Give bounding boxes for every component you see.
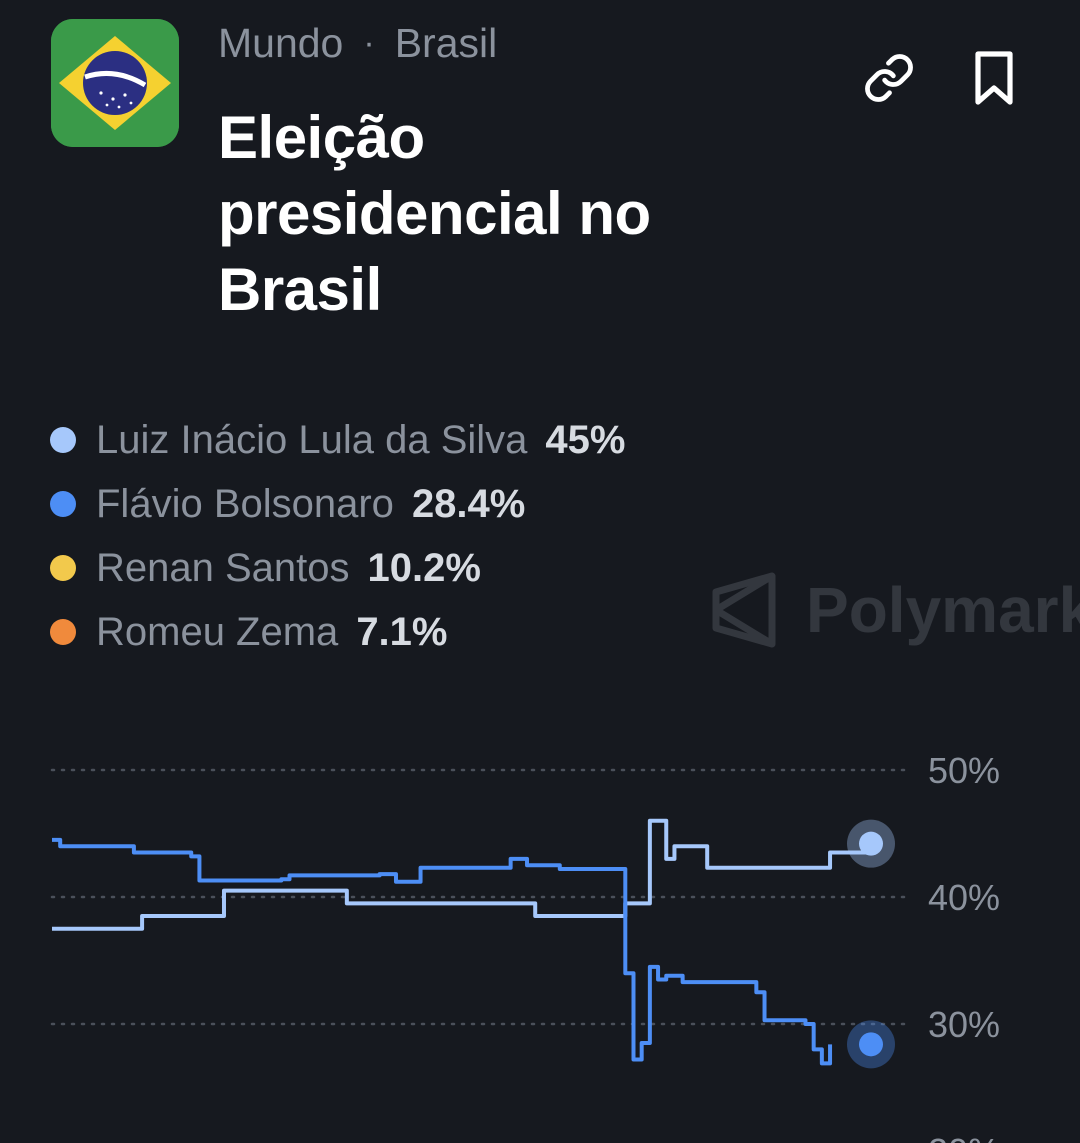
bookmark-icon xyxy=(975,51,1013,105)
legend-item-bolsonaro: Flávio Bolsonaro 28.4% xyxy=(50,472,625,536)
link-icon xyxy=(865,54,913,102)
breadcrumb-item-brasil[interactable]: Brasil xyxy=(394,20,498,66)
page-title: Eleição presidencial no Brasil xyxy=(218,100,738,328)
breadcrumb-separator: · xyxy=(363,24,375,62)
breadcrumb: Mundo · Brasil xyxy=(218,20,497,67)
y-tick-label: 50% xyxy=(928,750,1000,791)
legend-item-santos: Renan Santos 10.2% xyxy=(50,536,625,600)
watermark-text: Polymarket xyxy=(806,574,1080,646)
legend-value: 7.1% xyxy=(356,609,448,654)
polymarket-watermark: Polymarket xyxy=(712,572,1080,648)
legend-dot xyxy=(50,555,76,581)
legend-name: Renan Santos xyxy=(96,545,350,590)
price-chart: 50% 40% 30% 20% xyxy=(50,750,1000,1143)
series-end-marker xyxy=(859,1032,883,1057)
y-tick-label: 20% xyxy=(928,1131,1000,1143)
brazil-flag-icon xyxy=(51,19,179,147)
chart-legend: Luiz Inácio Lula da Silva 45% Flávio Bol… xyxy=(50,408,625,664)
legend-value: 45% xyxy=(545,417,626,462)
page-title-line: presidencial no xyxy=(218,180,651,247)
series-line-bolsonaro xyxy=(52,837,833,1066)
page-title-line: Brasil xyxy=(218,256,382,323)
bookmark-button[interactable] xyxy=(966,50,1022,106)
polymarket-logo-icon xyxy=(712,572,776,648)
y-tick-label: 30% xyxy=(928,1004,1000,1045)
legend-dot xyxy=(50,619,76,645)
legend-value: 28.4% xyxy=(411,481,526,526)
page-title-line: Eleição xyxy=(218,104,425,171)
legend-name: Flávio Bolsonaro xyxy=(96,481,394,526)
legend-dot xyxy=(50,427,76,453)
legend-value: 10.2% xyxy=(367,545,481,590)
series-end-marker xyxy=(859,831,883,856)
copy-link-button[interactable] xyxy=(861,50,917,106)
breadcrumb-item-mundo[interactable]: Mundo xyxy=(218,20,344,66)
y-tick-label: 40% xyxy=(928,877,1000,918)
legend-dot xyxy=(50,491,76,517)
legend-name: Luiz Inácio Lula da Silva xyxy=(96,417,528,462)
legend-item-lula: Luiz Inácio Lula da Silva 45% xyxy=(50,408,625,472)
series-line-silva xyxy=(52,818,873,931)
legend-item-zema: Romeu Zema 7.1% xyxy=(50,600,625,664)
legend-name: Romeu Zema xyxy=(96,609,339,654)
